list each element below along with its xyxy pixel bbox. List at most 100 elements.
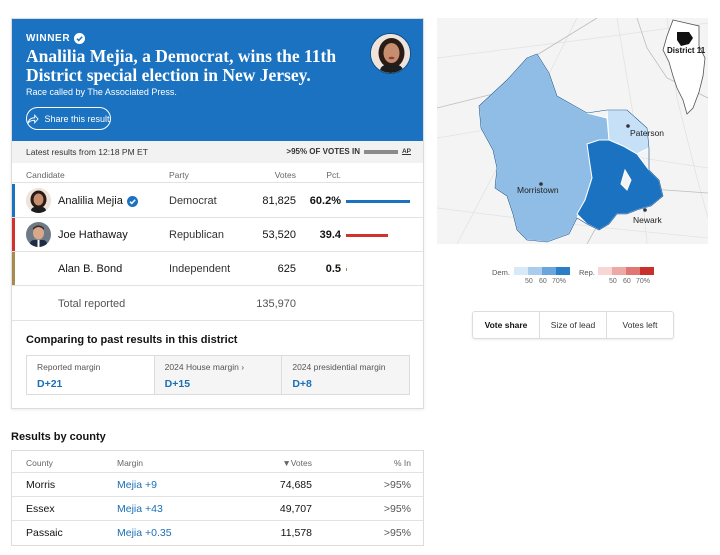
candidate-name: Alan B. Bond [58,263,122,275]
race-called-note: Race called by The Associated Press. [26,87,177,97]
latest-results-bar: Latest results from 12:18 PM ET >95% OF … [12,141,423,163]
candidate-pct: 0.5 [325,263,341,275]
col-party: Party [169,170,189,180]
county-votes: 74,685 [279,479,312,491]
party-stripe [12,218,15,251]
legend-swatch [542,267,556,275]
total-votes: 135,970 [256,298,296,310]
toggle-size-of-lead[interactable]: Size of lead [540,312,607,338]
comparison-label: 2024 presidential margin [292,362,386,372]
comparison-value: D+21 [37,378,63,390]
paterson-label: Paterson [630,128,664,138]
comparison-title: Comparing to past results in this distri… [26,334,238,346]
candidate-row: Analilia Mejia Democrat 81,825 60.2% [12,184,423,218]
legend-tick: 50 [525,278,533,285]
total-row: Total reported 135,970 [12,287,423,321]
legend-tick: 70% [552,278,567,285]
winner-avatar [370,33,411,74]
winner-portrait-icon [371,34,410,73]
county-table-header: County Margin ▼Votes % In [12,451,423,473]
county-row: Passaic Mejia +0.35 11,578 >95% [12,521,423,545]
legend-swatch [626,267,640,275]
newark-label: Newark [633,215,663,225]
votes-in-text: >95% OF VOTES IN [286,147,360,156]
candidate-avatar [26,222,51,247]
col-votes: Votes [274,170,296,180]
comparison-panel: Reported margin D+21 2024 House margin ›… [26,355,410,395]
toggle-votes-left[interactable]: Votes left [622,320,658,330]
check-icon [74,33,86,44]
legend-tick: 70% [636,278,651,285]
reporting-status: >95% OF VOTES IN AP [286,147,411,156]
party-stripe [12,184,15,217]
candidate-row: Alan B. Bond Independent 625 0.5 [12,252,423,286]
county-results-table: County Margin ▼Votes % In Morris Mejia +… [11,450,424,546]
county-votes: 11,578 [280,527,312,539]
col-pct: Pct. [326,170,341,180]
map-legend: Dem. 50 60 70% Rep. 50 60 70% [480,266,670,292]
candidate-row: Joe Hathaway Republican 53,520 39.4 [12,218,423,252]
share-arrow-icon [28,113,40,124]
morristown-label: Morristown [517,185,559,195]
district-outline [478,53,664,243]
candidate-pct: 60.2% [309,195,341,207]
legend-swatch [612,267,626,275]
headline: Analilia Mejia, a Democrat, wins the 11t… [26,46,337,85]
county-row: Morris Mejia +9 74,685 >95% [12,473,423,497]
reporting-progress-bar [363,149,398,154]
county-votes: 49,707 [279,503,312,515]
col-margin: Margin [117,458,143,468]
legend-swatch [556,267,570,275]
comparison-house-margin[interactable]: 2024 House margin › D+15 [154,356,283,394]
candidate-name: Joe Hathaway [58,229,128,241]
comparison-label: Reported margin [37,362,101,372]
newark-dot [643,208,647,212]
col-county: County [26,458,53,468]
winner-label: WINNER [26,33,86,44]
latest-results-time: Latest results from 12:18 PM ET [26,147,148,157]
winner-banner: WINNER Analilia Mejia, a Democrat, wins … [12,19,423,141]
share-result-button[interactable]: Share this result [26,107,111,130]
county-margin: Mejia +43 [117,503,163,515]
candidate-avatar [26,188,51,213]
ap-source[interactable]: AP [401,148,411,155]
county-name: Passaic [26,527,63,539]
hathaway-portrait-icon [26,222,51,247]
county-margin: Mejia +9 [117,479,157,491]
legend-swatch [640,267,654,275]
legend-swatch [514,267,528,275]
county-name: Essex [26,503,55,515]
candidate-name-text: Analilia Mejia [58,195,123,207]
district-inset-highlight [677,32,693,46]
vote-share-bar [346,234,388,237]
col-county-votes[interactable]: ▼Votes [282,458,312,468]
district-map[interactable]: Paterson Morristown Newark District 11 [437,18,708,244]
winner-check-icon [126,195,138,207]
toggle-vote-share[interactable]: Vote share [473,312,540,338]
county-pct-in: >95% [383,503,411,515]
inset-label: District 11 [667,46,706,55]
candidate-votes: 81,825 [262,195,296,207]
county-pct-in: >95% [383,527,411,539]
legend-swatch [598,267,612,275]
map-mode-toggle: Vote share Size of lead Votes left [472,311,674,339]
col-pct-in: % In [393,458,411,468]
morristown-dot [539,182,543,186]
party-stripe [12,252,15,285]
legend-tick: 60 [539,278,547,285]
county-margin: Mejia +0.35 [117,527,172,539]
paterson-dot [626,124,630,128]
candidate-votes: 625 [277,263,296,275]
mejia-portrait-icon [26,188,51,213]
comparison-presidential-margin: 2024 presidential margin D+8 [282,356,410,394]
col-candidate: Candidate [26,170,65,180]
winner-text: WINNER [26,33,71,44]
county-row: Essex Mejia +43 49,707 >95% [12,497,423,521]
share-label: Share this result [44,113,110,124]
candidate-pct: 39.4 [319,229,341,241]
legend-dem-label: Dem. [492,268,510,277]
candidate-name-text: Joe Hathaway [58,229,128,241]
results-table-header: Candidate Party Votes Pct. [12,167,423,183]
comparison-value: D+15 [164,378,191,390]
candidate-party: Democrat [169,195,217,207]
